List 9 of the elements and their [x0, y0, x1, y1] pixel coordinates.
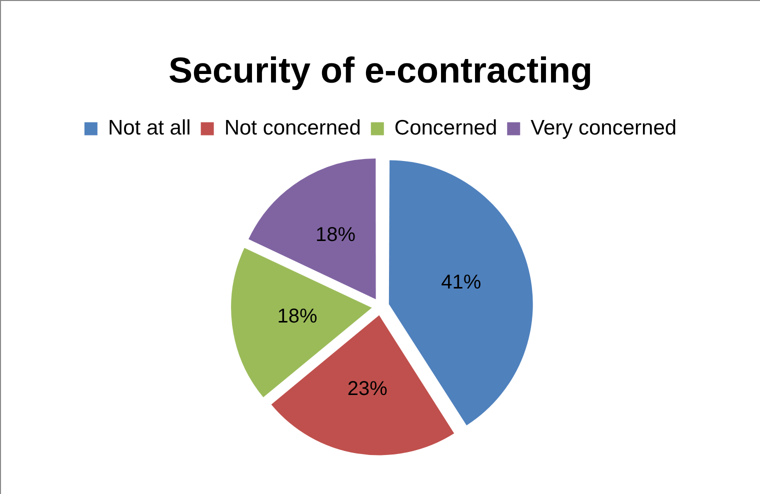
legend-label: Very concerned: [530, 116, 677, 140]
data-label: 23%: [347, 378, 388, 400]
legend-label: Not at all: [108, 116, 191, 140]
chart-title: Security of e-contracting: [168, 50, 593, 91]
data-label: 18%: [316, 224, 356, 246]
data-label: 41%: [441, 272, 482, 294]
data-label: 18%: [277, 306, 318, 328]
legend-label: Not concerned: [224, 116, 361, 140]
legend-label: Concerned: [394, 116, 498, 140]
